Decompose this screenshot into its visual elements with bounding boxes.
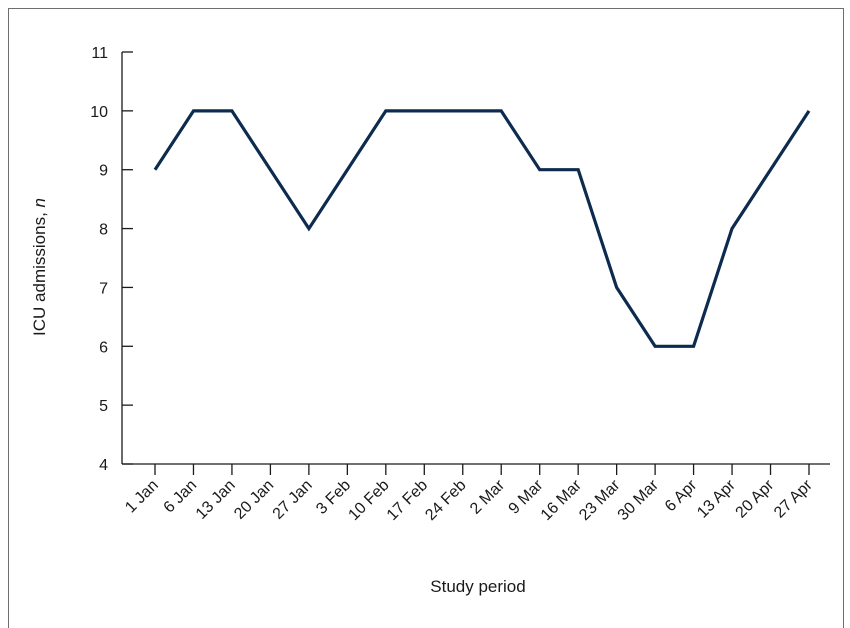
x-axis-title: Study period xyxy=(430,577,525,596)
x-tick-label: 27 Jan xyxy=(270,477,316,523)
x-tick-label: 16 Mar xyxy=(538,476,586,524)
x-tick-label: 2 Mar xyxy=(467,476,508,517)
x-tick-label: 13 Jan xyxy=(193,477,239,523)
x-tick-label: 24 Feb xyxy=(422,477,469,524)
y-tick-label: 7 xyxy=(99,280,108,297)
x-tick-label: 20 Apr xyxy=(733,476,778,521)
y-tick-label: 6 xyxy=(99,339,108,356)
y-tick-label: 8 xyxy=(99,222,108,239)
x-tick-label: 30 Mar xyxy=(615,476,663,524)
x-tick-label: 27 Apr xyxy=(771,476,816,521)
y-tick-label: 4 xyxy=(99,457,108,474)
y-tick-label: 9 xyxy=(99,163,108,180)
y-axis: 4 5 6 7 8 9 10 11 xyxy=(90,45,133,474)
y-tick-label: 10 xyxy=(90,104,108,121)
series-group xyxy=(155,111,809,346)
y-axis-title: ICU admissions, n xyxy=(30,198,49,336)
x-tick-label: 17 Feb xyxy=(384,477,431,524)
series-line xyxy=(155,111,809,346)
y-tick-label: 5 xyxy=(99,398,108,415)
y-tick-label: 11 xyxy=(91,45,108,62)
x-tick-label: 10 Feb xyxy=(345,477,392,524)
x-tick-label: 1 Jan xyxy=(122,477,162,517)
x-tick-label: 13 Apr xyxy=(694,476,739,521)
x-tick-label: 23 Mar xyxy=(576,476,624,524)
x-tick-label: 20 Jan xyxy=(231,477,277,523)
